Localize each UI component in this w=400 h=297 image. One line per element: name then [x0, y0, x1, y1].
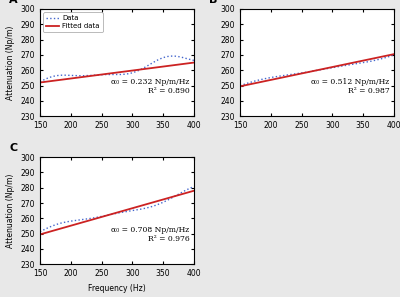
- Data: [38, 80, 43, 83]
- Fitted data: [38, 233, 42, 236]
- Data: [170, 54, 175, 58]
- Fitted data: [167, 196, 172, 199]
- Fitted data: [377, 55, 382, 59]
- Fitted data: [192, 61, 196, 64]
- Fitted data: [192, 189, 196, 192]
- Data: [38, 230, 43, 233]
- Data: [129, 71, 134, 75]
- Text: α₀ = 0.512 Np/m/Hz
R² = 0.987: α₀ = 0.512 Np/m/Hz R² = 0.987: [311, 78, 389, 95]
- Data: [129, 71, 134, 75]
- Data: [129, 209, 134, 213]
- Line: Data: Data: [40, 187, 194, 232]
- Data: [192, 185, 196, 188]
- Fitted data: [132, 206, 137, 209]
- Text: α₀ = 0.232 Np/m/Hz
R² = 0.890: α₀ = 0.232 Np/m/Hz R² = 0.890: [111, 78, 189, 95]
- Line: Fitted data: Fitted data: [40, 63, 194, 83]
- Data: [177, 192, 182, 195]
- Fitted data: [332, 65, 337, 68]
- Y-axis label: Attenuation (Np/m): Attenuation (Np/m): [6, 173, 15, 248]
- Data: [129, 209, 134, 212]
- Fitted data: [129, 69, 134, 72]
- Fitted data: [177, 193, 182, 197]
- Data: [167, 54, 172, 58]
- Line: Data: Data: [240, 55, 394, 86]
- Text: B: B: [209, 0, 218, 5]
- Data: [377, 57, 382, 61]
- Fitted data: [392, 52, 396, 56]
- Data: [132, 70, 137, 74]
- Legend: Data, Fitted data: Data, Fitted data: [44, 12, 102, 32]
- X-axis label: Frequency (Hz): Frequency (Hz): [88, 284, 146, 293]
- Fitted data: [177, 63, 182, 66]
- Data: [368, 60, 372, 63]
- Data: [167, 197, 172, 201]
- Y-axis label: Attenuation (Np/m): Attenuation (Np/m): [6, 25, 15, 100]
- Fitted data: [129, 207, 134, 210]
- Line: Data: Data: [40, 56, 194, 82]
- Fitted data: [38, 233, 43, 236]
- Text: A: A: [9, 0, 18, 5]
- Data: [392, 53, 396, 57]
- Data: [132, 208, 137, 212]
- Fitted data: [129, 69, 134, 72]
- Data: [178, 55, 182, 59]
- Data: [238, 84, 242, 87]
- Fitted data: [238, 85, 242, 88]
- Fitted data: [329, 65, 334, 69]
- Data: [38, 80, 42, 84]
- Fitted data: [38, 81, 42, 84]
- Fitted data: [129, 207, 134, 210]
- Data: [332, 66, 337, 69]
- Fitted data: [368, 57, 372, 61]
- Line: Fitted data: Fitted data: [40, 191, 194, 234]
- Fitted data: [38, 81, 43, 84]
- Fitted data: [167, 64, 172, 67]
- Fitted data: [132, 69, 137, 72]
- Data: [38, 230, 42, 233]
- Line: Fitted data: Fitted data: [240, 54, 394, 86]
- Data: [329, 66, 334, 69]
- Data: [329, 66, 334, 69]
- Text: α₀ = 0.708 Np/m/Hz
R² = 0.976: α₀ = 0.708 Np/m/Hz R² = 0.976: [111, 226, 189, 243]
- Data: [238, 84, 243, 87]
- Fitted data: [238, 84, 243, 88]
- Text: C: C: [9, 143, 17, 153]
- Data: [192, 59, 196, 62]
- Fitted data: [329, 66, 334, 69]
